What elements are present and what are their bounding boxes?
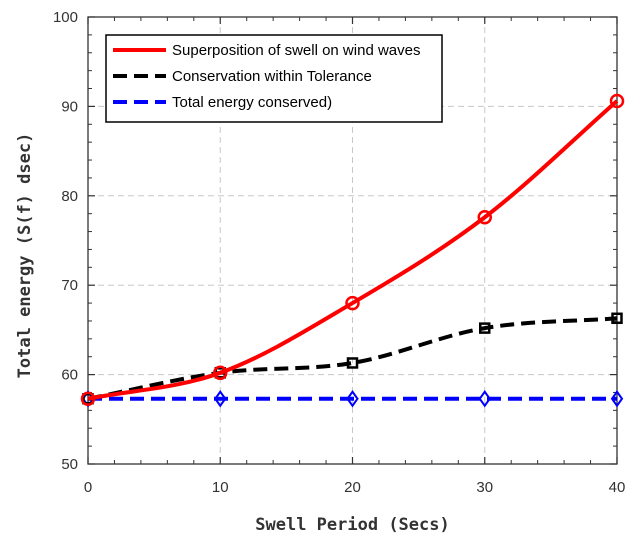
data-point-circle — [477, 210, 492, 225]
y-tick-label: 50 — [61, 456, 78, 473]
data-point-square — [611, 312, 623, 325]
y-tick-label: 100 — [53, 9, 78, 26]
data-point-diamond — [478, 390, 491, 408]
series-group — [81, 390, 624, 408]
data-point-circle — [80, 391, 96, 406]
y-tick-label: 80 — [61, 188, 78, 205]
x-tick-label: 0 — [84, 479, 92, 496]
data-point-circle — [213, 365, 228, 381]
series-line — [87, 99, 619, 401]
axes: 0 10 20 30 40 50 60 70 80 90 100 — [53, 9, 625, 496]
data-point-diamond — [610, 390, 624, 408]
x-tick-label: 30 — [476, 479, 493, 496]
series-line — [87, 316, 618, 401]
x-tick-label: 10 — [212, 479, 229, 496]
x-axis-label: Swell Period (Secs) — [255, 515, 449, 535]
data-point-square — [346, 357, 359, 369]
legend-label: Total energy conserved) — [172, 94, 332, 111]
x-tick-label: 20 — [344, 479, 361, 496]
y-tick-label: 60 — [61, 367, 78, 384]
data-point-square — [479, 322, 491, 334]
legend-label: Conservation within Tolerance — [172, 68, 372, 85]
data-point-diamond — [346, 390, 359, 408]
data-point-circle — [345, 295, 360, 311]
y-axis-label: Total energy (S(f) dsec) — [15, 133, 35, 379]
data-point-circle — [609, 93, 625, 109]
x-tick-label: 40 — [609, 479, 626, 496]
series-layer — [80, 93, 625, 408]
y-tick-label: 70 — [61, 277, 78, 294]
legend-label: Superposition of swell on wind waves — [172, 42, 420, 59]
series-group — [80, 93, 625, 406]
y-tick-label: 90 — [61, 98, 78, 115]
data-point-diamond — [214, 390, 227, 408]
legend: Superposition of swell on wind waves Cons… — [105, 34, 443, 123]
